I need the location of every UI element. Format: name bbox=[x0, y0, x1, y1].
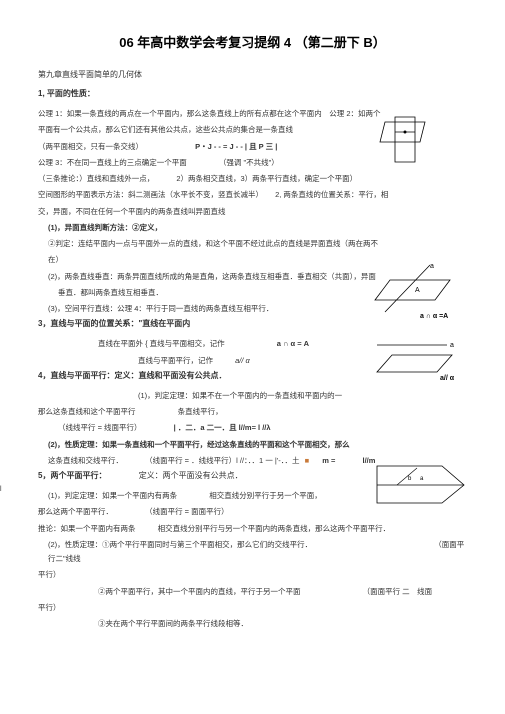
formula: | ．二．a 二一．且 l//m= l //λ bbox=[174, 423, 271, 432]
text-span: 公理 3：不在同一直线上的三点确定一个平面 bbox=[38, 158, 187, 167]
formula: P・J - - = J - - | 且 P 三 | bbox=[195, 140, 277, 154]
chapter-subtitle: 第九章直线平面简单的几何体 bbox=[38, 69, 467, 80]
text-line: 交，异面，不同在任何一个平面内的两条直线叫异面直线 bbox=[38, 205, 467, 219]
text-span: （两平面相交，只有一条交线） bbox=[38, 142, 143, 151]
text-span: （三条推论：）直线和直线外一点， bbox=[38, 174, 154, 183]
text-span: 直线与平面平行，记作 bbox=[138, 356, 213, 365]
text-span: ②两个平面平行，其中一个平面内的直线，平行于另一个平面 bbox=[98, 587, 301, 596]
text-span: 相交直线分别平行于另一个平面， bbox=[209, 491, 322, 500]
text-line: 空间图形的平面表示方法：斜二测画法（水平长不变，竖直长减半） 2, 两条直线的位… bbox=[38, 188, 467, 202]
text-span: 5，两个平面平行： bbox=[38, 471, 106, 480]
text-line: 那么这条直线和这个平面平行 条直线平行， bbox=[38, 405, 467, 419]
svg-text:a ∩ α =A: a ∩ α =A bbox=[420, 313, 448, 320]
svg-text:a// α: a// α bbox=[440, 375, 455, 382]
page-title: 06 年高中数学会考复习提纲 4 （第二册下 B） bbox=[38, 32, 467, 51]
text-line: 推论：如果一个平面内有两条 相交直线分别平行与另一个平面内的两条直线，那么这两个… bbox=[38, 522, 467, 536]
text-line: (1)，判定定理：如果不在一个平面内的一条直线和平面内的一 bbox=[38, 389, 467, 403]
text-span: 那么这条直线和这个平面平行 bbox=[38, 407, 136, 416]
text-span: （面面平行 二 线面 bbox=[363, 587, 433, 596]
formula: a// α bbox=[235, 356, 250, 365]
text-span: 2）两条相交直线，3）两条平行直线，确定一个平面） bbox=[176, 174, 357, 183]
text-span: (2)，性质定理：①两个平行平面同时与第三个平面相交，那么它们的交线平行． bbox=[48, 540, 312, 549]
svg-text:a: a bbox=[430, 263, 434, 270]
section-1: 1, 平面的性质： bbox=[38, 88, 467, 99]
text-span: 这条直线和交线平行． bbox=[48, 456, 123, 465]
text-line: （线线平行 = 线面平行） | ．二．a 二一．且 l//m= l //λ bbox=[38, 421, 467, 435]
text-span: 条直线平行， bbox=[178, 407, 223, 416]
text-span: (1)，判定定理：如果一个平面内有两条 bbox=[48, 491, 177, 500]
text-span: （线面平行 = 面面平行） bbox=[145, 507, 229, 516]
formula: a ∩ α = A bbox=[277, 339, 309, 348]
text-line: (2)，性质定理：①两个平行平面同时与第三个平面相交，那么它们的交线平行． （面… bbox=[38, 538, 467, 567]
diagram-intersecting-planes bbox=[370, 112, 450, 170]
text-line: ③夹在两个平行平面间的两条平行线段相等． bbox=[38, 617, 467, 631]
text-line: ②判定：连结平面内一点与平面外一点的直线，和这个平面不经过此点的直线是异面直线（… bbox=[38, 237, 467, 251]
svg-text:b: b bbox=[408, 476, 412, 482]
text-span: 2, 两条直线的位置关系：平行，相 bbox=[275, 190, 388, 199]
text-line: (2)，性质定理：如果一条直线和一个平面平行，经过这条直线的平面和这个平面相交，… bbox=[38, 438, 467, 452]
text-line: （三条推论：）直线和直线外一点， 2）两条相交直线，3）两条平行直线，确定一个平… bbox=[38, 172, 467, 186]
text-span: ■ bbox=[305, 456, 310, 465]
text-line: (1)，异面直线判断方法：②定义， bbox=[38, 221, 467, 235]
text-span: （线面平行 = ．线线平行）l //：．．1 一 |'-．．土 bbox=[145, 456, 299, 465]
text-line: ②两个平面平行，其中一个平面内的直线，平行于另一个平面 （面面平行 二 线面 bbox=[38, 585, 467, 599]
text-span: 直线在平面外 { 直线与平面相交，记作 bbox=[98, 339, 225, 348]
text-line: 平行） bbox=[38, 601, 467, 615]
text-line: 平行） bbox=[38, 568, 467, 582]
diagram-parallel: a a// α bbox=[372, 337, 462, 382]
diagram-wedge: a b bbox=[372, 458, 467, 513]
svg-text:A: A bbox=[415, 287, 420, 294]
text-span: （线线平行 = 线面平行） bbox=[58, 423, 142, 432]
text-span: （强调 "不共线"） bbox=[219, 158, 279, 167]
text-span: 相交直线分别平行与另一个平面内的两条直线，那么这两个平面平行． bbox=[158, 524, 391, 533]
diagram-plane-line: a A a ∩ α =A bbox=[370, 260, 470, 330]
text-span: 空间图形的平面表示方法：斜二测画法（水平长不变，竖直长减半） bbox=[38, 190, 263, 199]
formula: m = bbox=[322, 456, 335, 465]
svg-text:a: a bbox=[450, 342, 454, 349]
svg-text:a: a bbox=[420, 476, 424, 482]
text-span: 推论：如果一个平面内有两条 bbox=[38, 524, 136, 533]
side-label: l bbox=[0, 486, 2, 493]
text-span: 那么这两个平面平行． bbox=[38, 507, 113, 516]
text-span: 定义：两个平面没有公共点． bbox=[139, 471, 243, 480]
